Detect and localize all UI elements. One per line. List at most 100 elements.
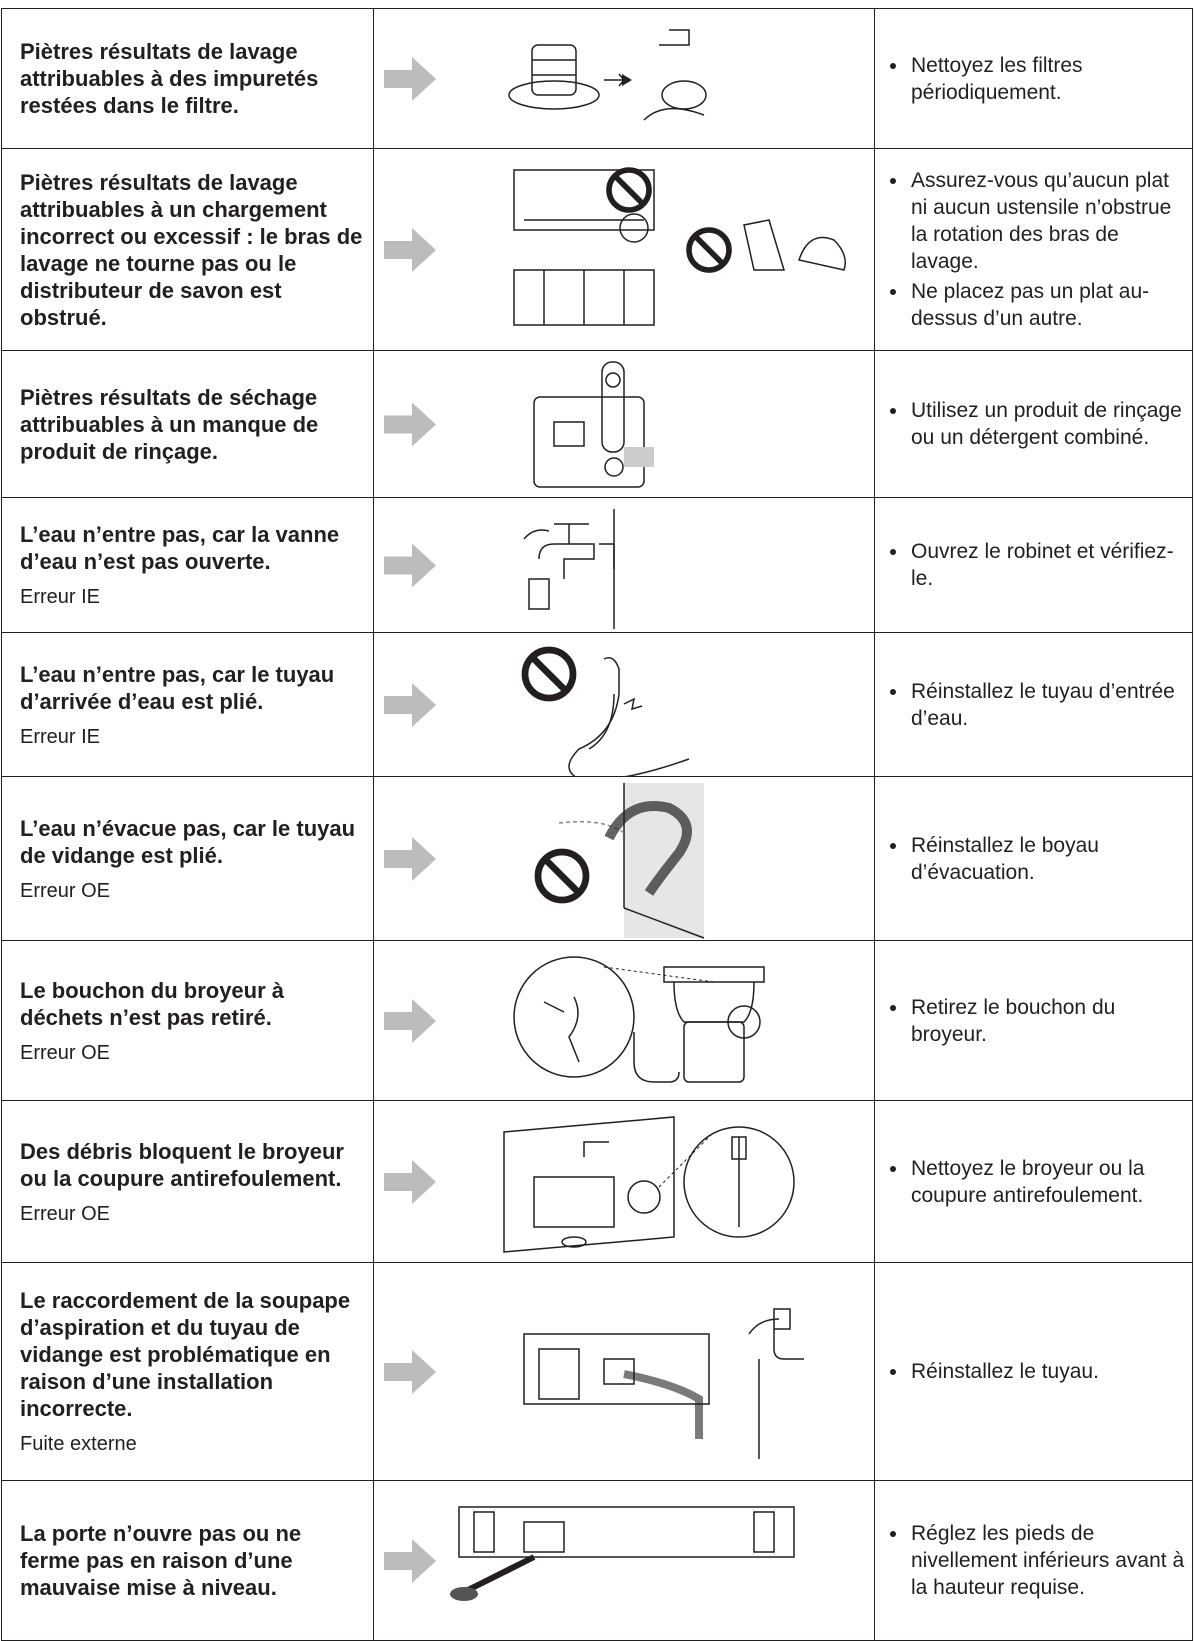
solution-cell: Assurez-vous qu’aucun plat ni aucun uste… xyxy=(874,148,1193,351)
cause-cell: Piètres résultats de séchage attribuable… xyxy=(1,350,374,498)
arrow xyxy=(384,1349,436,1394)
solution-list: Réinstallez le tuyau. xyxy=(887,1358,1186,1385)
troubleshooting-table: Piètres résultats de lavage attribuables… xyxy=(1,8,1193,1641)
solution-cell: Réglez les pieds de nivellement inférieu… xyxy=(874,1480,1193,1641)
drawing xyxy=(513,166,846,326)
solution-cell: Ouvrez le robinet et vérifiez-le. xyxy=(874,497,1193,633)
solution-item: Assurez-vous qu’aucun plat ni aucun uste… xyxy=(909,167,1186,275)
solution-item: Nettoyez le broyeur ou la coupure antire… xyxy=(909,1155,1186,1209)
error-code: Erreur IE xyxy=(20,586,101,608)
solution-list: Nettoyez le broyeur ou la coupure antire… xyxy=(887,1155,1186,1209)
cause-cell: L’eau n’évacue pas, car le tuyau de vida… xyxy=(1,776,374,941)
cause-cell: Des débris bloquent le broyeur ou la cou… xyxy=(1,1100,374,1263)
arrow xyxy=(384,227,436,272)
solution-cell: Utilisez un produit de rinçage ou un dét… xyxy=(874,350,1193,498)
solution-item: Ne placez pas un plat au-dessus d’un aut… xyxy=(909,278,1186,332)
drawing xyxy=(503,1115,795,1253)
cause-cell: Le raccordement de la soupape d’aspirati… xyxy=(1,1262,374,1481)
solution-item: Utilisez un produit de rinçage ou un dét… xyxy=(909,397,1186,451)
drawing xyxy=(508,28,707,121)
solution-cell: Réinstallez le boyau d’évacuation. xyxy=(874,776,1193,941)
table-row: L’eau n’évacue pas, car le tuyau de vida… xyxy=(1,776,1193,941)
illustration-cell xyxy=(373,497,875,633)
illustration-cell xyxy=(373,1100,875,1263)
solution-list: Réglez les pieds de nivellement inférieu… xyxy=(887,1520,1186,1601)
illustration-cell xyxy=(373,776,875,941)
error-code: Fuite externe xyxy=(20,1433,137,1455)
cause-cell: L’eau n’entre pas, car le tuyau d’arrivé… xyxy=(1,632,374,777)
solution-item: Réinstallez le tuyau d’entrée d’eau. xyxy=(909,678,1186,732)
table-body: Piètres résultats de lavage attribuables… xyxy=(1,8,1193,1641)
arrow xyxy=(384,836,436,881)
solution-item: Nettoyez les filtres périodiquement. xyxy=(909,52,1186,106)
cause-text: L’eau n’entre pas, car la vanne d’eau n’… xyxy=(20,522,340,574)
illustration xyxy=(384,1307,804,1459)
table-row: Piètres résultats de lavage attribuables… xyxy=(1,8,1193,149)
cause-text: L’eau n’entre pas, car le tuyau d’arrivé… xyxy=(20,661,335,714)
solution-cell: Réinstallez le tuyau d’entrée d’eau. xyxy=(874,632,1193,777)
arrow xyxy=(384,543,436,587)
illustration xyxy=(384,508,615,629)
cause-cell: La porte n’ouvre pas ou ne ferme pas en … xyxy=(1,1480,374,1641)
illustration xyxy=(384,1505,795,1601)
solution-list: Réinstallez le boyau d’évacuation. xyxy=(887,832,1186,886)
illustration-cell xyxy=(373,1262,875,1481)
solution-cell: Retirez le bouchon du broyeur. xyxy=(874,940,1193,1101)
cause-text: Piètres résultats de séchage attribuable… xyxy=(20,384,319,464)
arrow xyxy=(384,1159,436,1204)
solution-list: Retirez le bouchon du broyeur. xyxy=(887,994,1186,1048)
illustration-cell xyxy=(373,8,875,149)
cause-text: Piètres résultats de lavage attribuables… xyxy=(20,169,363,330)
error-code: Erreur OE xyxy=(20,879,111,902)
solution-item: Ouvrez le robinet et vérifiez-le. xyxy=(909,538,1186,592)
solution-cell: Nettoyez le broyeur ou la coupure antire… xyxy=(874,1100,1193,1263)
illustration xyxy=(384,166,846,326)
arrow xyxy=(384,402,436,446)
error-code: Erreur IE xyxy=(20,725,101,748)
cause-text: Le bouchon du broyeur à déchets n’est pa… xyxy=(20,977,285,1030)
cause-text: La porte n’ouvre pas ou ne ferme pas en … xyxy=(20,1521,302,1600)
error-code: Erreur OE xyxy=(20,1041,111,1064)
illustration-cell xyxy=(373,1480,875,1641)
illustration xyxy=(384,28,707,121)
illustration-cell xyxy=(373,632,875,777)
drawing xyxy=(523,1307,804,1459)
table-row: L’eau n’entre pas, car le tuyau d’arrivé… xyxy=(1,632,1193,777)
solution-list: Réinstallez le tuyau d’entrée d’eau. xyxy=(887,678,1186,732)
table-row: La porte n’ouvre pas ou ne ferme pas en … xyxy=(1,1480,1193,1641)
solution-item: Réinstallez le tuyau. xyxy=(909,1358,1186,1385)
drawing xyxy=(533,360,654,488)
table-row: Le bouchon du broyeur à déchets n’est pa… xyxy=(1,940,1193,1101)
arrow xyxy=(384,682,436,727)
illustration xyxy=(384,782,705,939)
cause-cell: Le bouchon du broyeur à déchets n’est pa… xyxy=(1,940,374,1101)
drawing xyxy=(523,508,615,629)
illustration xyxy=(384,360,654,488)
arrow xyxy=(384,56,436,101)
solution-list: Assurez-vous qu’aucun plat ni aucun uste… xyxy=(887,167,1186,332)
arrow xyxy=(384,1538,436,1583)
illustration-cell xyxy=(373,350,875,498)
illustration xyxy=(384,955,765,1083)
solution-item: Réglez les pieds de nivellement inférieu… xyxy=(909,1520,1186,1601)
illustration-cell xyxy=(373,940,875,1101)
solution-item: Retirez le bouchon du broyeur. xyxy=(909,994,1186,1048)
table-row: Le raccordement de la soupape d’aspirati… xyxy=(1,1262,1193,1481)
drawing xyxy=(450,1505,795,1601)
illustration xyxy=(384,1115,795,1253)
table-row: Des débris bloquent le broyeur ou la cou… xyxy=(1,1100,1193,1263)
cause-text: L’eau n’évacue pas, car le tuyau de vida… xyxy=(20,815,356,868)
illustration xyxy=(384,646,690,776)
cause-text: Le raccordement de la soupape d’aspirati… xyxy=(20,1288,351,1421)
table-row: Piètres résultats de lavage attribuables… xyxy=(1,148,1193,351)
cause-cell: L’eau n’entre pas, car la vanne d’eau n’… xyxy=(1,497,374,633)
cause-text: Des débris bloquent le broyeur ou la cou… xyxy=(20,1138,344,1191)
solution-cell: Réinstallez le tuyau. xyxy=(874,1262,1193,1481)
drawing xyxy=(534,782,705,939)
drawing xyxy=(521,646,690,776)
drawing xyxy=(513,955,765,1083)
solution-item: Réinstallez le boyau d’évacuation. xyxy=(909,832,1186,886)
solution-list: Ouvrez le robinet et vérifiez-le. xyxy=(887,538,1186,592)
arrow xyxy=(384,998,436,1043)
